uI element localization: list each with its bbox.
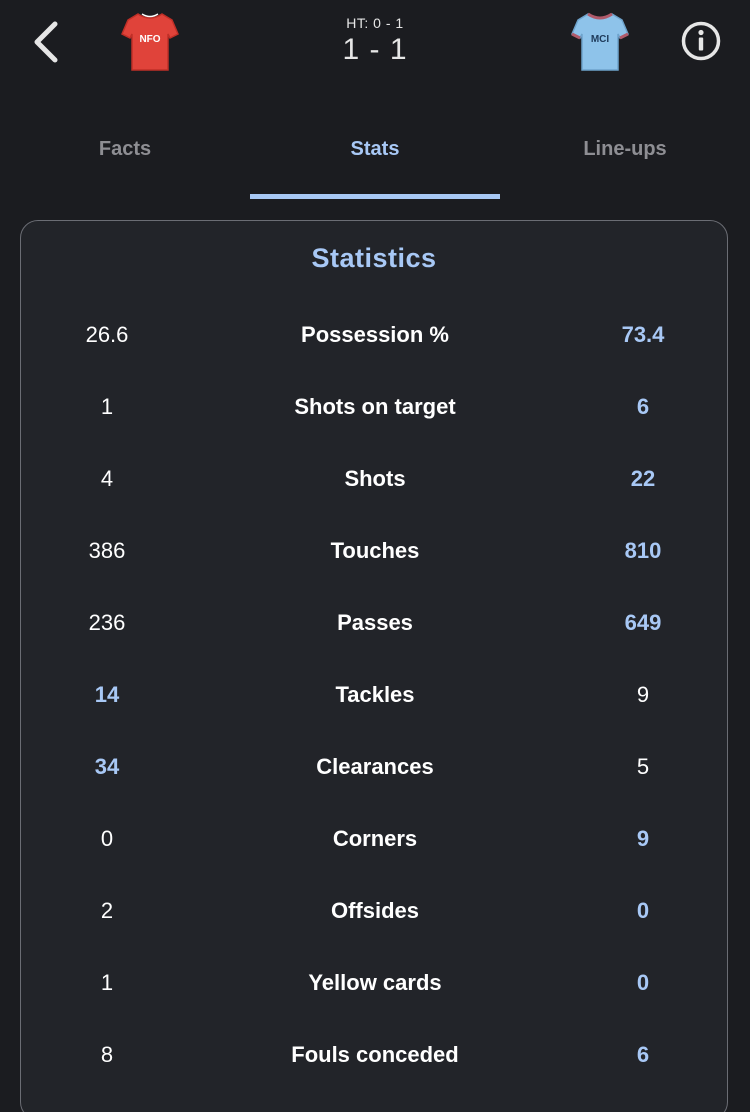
stat-label: Yellow cards (308, 970, 442, 995)
stat-label: Fouls conceded (291, 1042, 459, 1067)
stat-row: 34 Clearances 5 (21, 747, 727, 787)
home-stat-value: 386 (88, 538, 126, 563)
statistics-title: Statistics (311, 243, 437, 273)
full-score: 1 - 1 (342, 33, 408, 66)
away-stat-value: 0 (636, 898, 650, 923)
stat-label: Shots on target (294, 394, 456, 419)
stat-row: 386 Touches 810 (21, 531, 727, 571)
stat-row: 26.6 Possession % 73.4 (21, 315, 727, 355)
home-stat-value: 34 (94, 754, 120, 779)
home-team-jersey-icon[interactable]: NFO (120, 10, 180, 74)
back-button[interactable] (26, 18, 66, 66)
stat-label: Corners (332, 826, 418, 851)
stat-label: Offsides (330, 898, 420, 923)
stat-row: 236 Passes 649 (21, 603, 727, 643)
home-team-code: NFO (139, 34, 160, 45)
away-stat-value: 6 (636, 394, 650, 419)
tab-facts[interactable]: Facts (98, 137, 152, 160)
chevron-left-icon (34, 21, 58, 63)
away-stat-value: 0 (636, 970, 650, 995)
halftime-score: HT: 0 - 1 (346, 15, 404, 31)
stat-label: Clearances (316, 754, 434, 779)
stat-row: 2 Offsides 0 (21, 891, 727, 931)
home-stat-value: 8 (100, 1042, 114, 1067)
stat-row: 4 Shots 22 (21, 459, 727, 499)
stat-label: Passes (337, 610, 413, 635)
home-stat-value: 236 (88, 610, 126, 635)
info-circle-icon (681, 21, 721, 61)
stat-row: 0 Corners 9 (21, 819, 727, 859)
stat-row: 14 Tackles 9 (21, 675, 727, 715)
home-stat-value: 14 (94, 682, 120, 707)
info-button[interactable] (680, 20, 722, 62)
home-stat-value: 4 (100, 466, 114, 491)
stat-label: Touches (330, 538, 420, 563)
home-stat-value: 1 (100, 970, 114, 995)
away-team-code: MCI (591, 34, 610, 45)
away-stat-value: 9 (636, 682, 650, 707)
score-box: HT: 0 - 1 1 - 1 (275, 14, 475, 68)
stat-row: 8 Fouls conceded 6 (21, 1035, 727, 1075)
away-stat-value: 649 (624, 610, 662, 635)
stat-row: 1 Yellow cards 0 (21, 963, 727, 1003)
stat-row: 1 Shots on target 6 (21, 387, 727, 427)
away-stat-value: 6 (636, 1042, 650, 1067)
away-stat-value: 73.4 (621, 322, 665, 347)
statistics-card: Statistics 26.6 Possession % 73.4 1 Shots on… (20, 220, 728, 1112)
active-tab-indicator (250, 194, 500, 199)
away-stat-value: 22 (630, 466, 656, 491)
home-stat-value: 0 (100, 826, 114, 851)
stat-label: Tackles (335, 682, 415, 707)
home-stat-value: 2 (100, 898, 114, 923)
away-stat-value: 5 (636, 754, 650, 779)
stat-label: Shots (344, 466, 406, 491)
home-stat-value: 1 (100, 394, 114, 419)
match-header: NFO HT: 0 - 1 1 - 1 MCI (0, 0, 750, 100)
home-stat-value: 26.6 (85, 322, 129, 347)
away-stat-value: 9 (636, 826, 650, 851)
tab-stats[interactable]: Stats (350, 137, 400, 160)
tab-bar: Facts Stats Line-ups (0, 118, 750, 200)
tab-line-ups[interactable]: Line-ups (583, 137, 667, 160)
away-stat-value: 810 (624, 538, 662, 563)
stat-label: Possession % (301, 322, 449, 347)
away-team-jersey-icon[interactable]: MCI (570, 10, 630, 74)
